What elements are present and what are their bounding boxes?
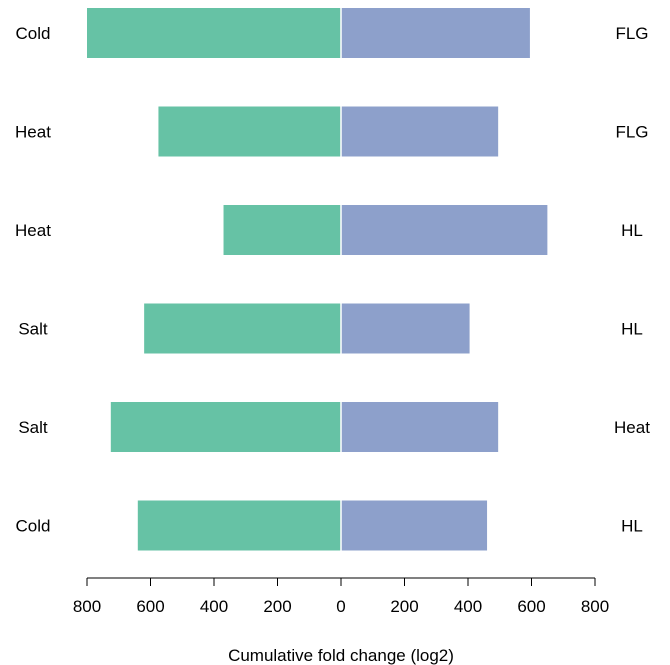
- x-tick-label-9: 800: [581, 597, 609, 616]
- bar-right-2: [341, 106, 499, 157]
- x-axis: 800 600 400 200 0 200 400 600 800: [73, 577, 609, 616]
- bar-left-1: [87, 8, 341, 58]
- x-tick-label-2: 600: [136, 597, 164, 616]
- x-tick-label-7: 400: [454, 597, 482, 616]
- right-category-labels: FLG FLG HL HL Heat HL: [614, 24, 650, 536]
- right-category-label-5: Heat: [614, 418, 650, 437]
- left-category-label-3: Heat: [15, 221, 51, 240]
- left-category-labels: Cold Heat Heat Salt Salt Cold: [15, 24, 51, 536]
- bar-left-4: [144, 303, 341, 354]
- x-axis-label: Cumulative fold change (log2): [228, 646, 454, 665]
- left-category-label-2: Heat: [15, 123, 51, 142]
- bar-left-2: [158, 106, 341, 157]
- right-category-label-4: HL: [621, 320, 643, 339]
- left-category-label-5: Salt: [18, 418, 48, 437]
- x-tick-label-3: 400: [200, 597, 228, 616]
- right-category-label-2: FLG: [615, 123, 648, 142]
- left-category-label-4: Salt: [18, 320, 48, 339]
- left-category-label-1: Cold: [16, 24, 51, 43]
- bar-right-6: [341, 500, 488, 551]
- bars-group: [87, 8, 548, 551]
- x-tick-label-6: 200: [390, 597, 418, 616]
- right-category-label-1: FLG: [615, 24, 648, 43]
- left-category-label-6: Cold: [16, 517, 51, 536]
- x-tick-label-1: 800: [73, 597, 101, 616]
- bar-right-1: [341, 8, 530, 58]
- bar-right-4: [341, 303, 470, 354]
- right-category-label-6: HL: [621, 517, 643, 536]
- right-category-label-3: HL: [621, 221, 643, 240]
- bar-right-3: [341, 205, 548, 255]
- x-tick-label-5: 0: [336, 597, 345, 616]
- bar-left-6: [137, 500, 341, 551]
- bar-right-5: [341, 402, 499, 452]
- bar-left-5: [110, 402, 341, 452]
- x-tick-label-8: 600: [517, 597, 545, 616]
- bar-left-3: [223, 205, 341, 255]
- x-tick-label-4: 200: [263, 597, 291, 616]
